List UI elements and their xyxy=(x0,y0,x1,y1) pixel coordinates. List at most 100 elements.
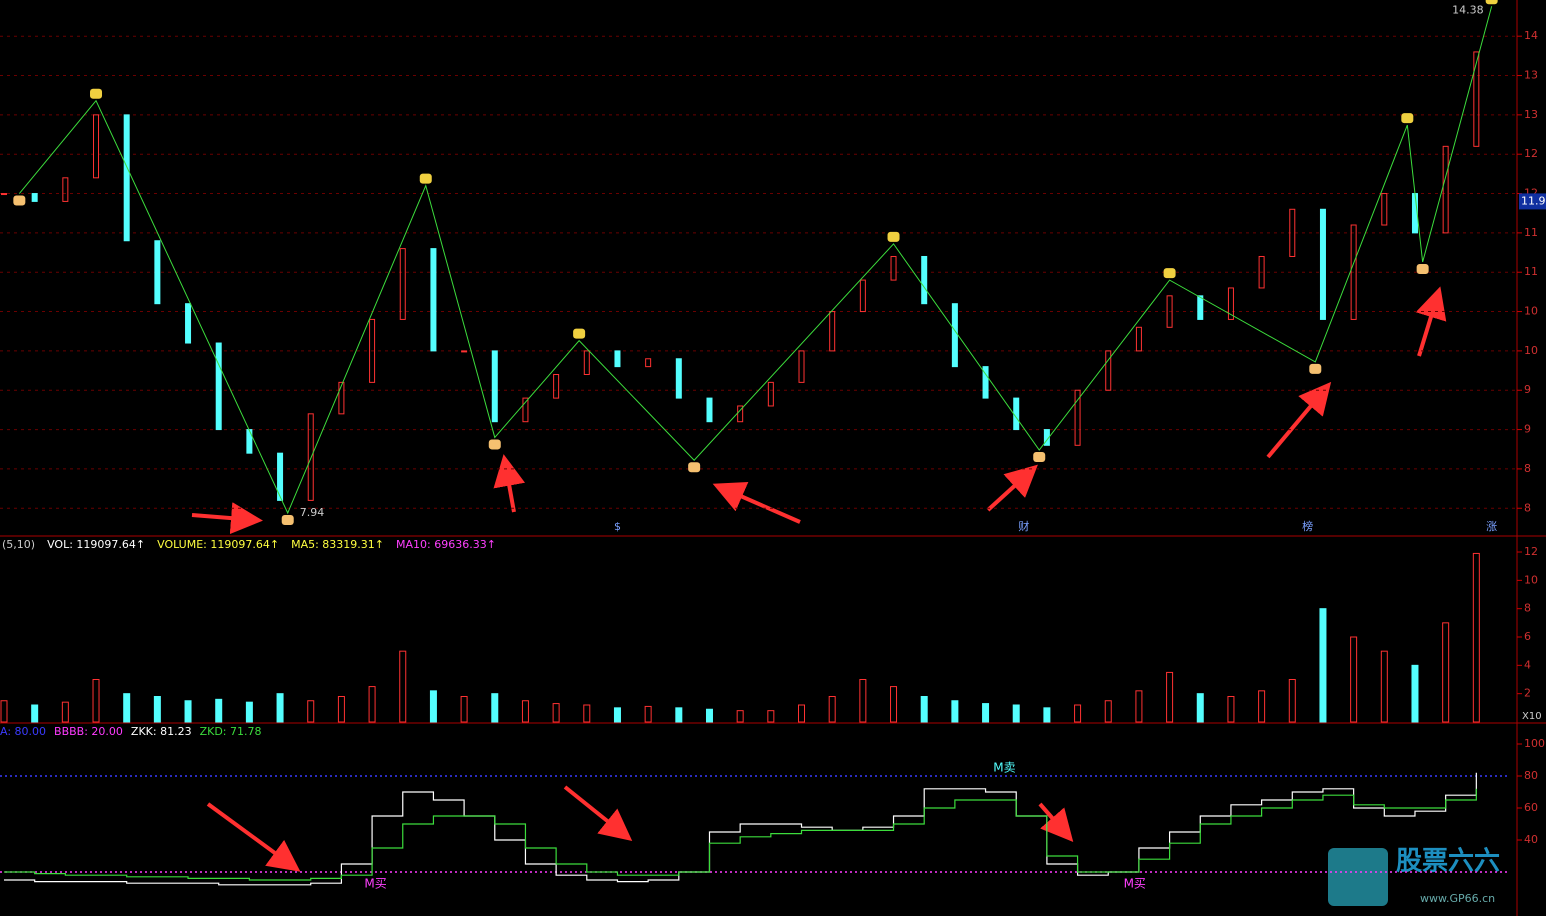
candle xyxy=(369,318,376,383)
candle xyxy=(890,255,897,281)
volume-bar xyxy=(1380,650,1388,723)
candle xyxy=(1258,255,1265,289)
volume-bar xyxy=(1166,671,1174,723)
candle xyxy=(491,350,498,423)
candle xyxy=(1227,287,1234,320)
volume-bar xyxy=(307,700,315,723)
volume-bar xyxy=(1319,608,1327,723)
candle xyxy=(123,114,130,242)
candle xyxy=(277,452,284,501)
volume-bar xyxy=(1227,696,1235,723)
legend-entry: ZKK: 81.23 xyxy=(131,725,192,738)
candle xyxy=(93,114,100,179)
candle xyxy=(829,311,836,352)
volume-bar xyxy=(1012,704,1020,723)
volume-bar xyxy=(429,690,437,723)
y-tick-label: 12 xyxy=(1524,545,1538,558)
arrow xyxy=(1038,802,1074,843)
y-tick-label: 8 xyxy=(1524,501,1531,514)
zigzag-marker xyxy=(488,439,501,450)
volume-bar xyxy=(1442,622,1450,723)
y-tick-label: 9 xyxy=(1524,383,1531,396)
arrow xyxy=(206,802,301,872)
volume-bar xyxy=(399,650,407,723)
unit-label: X10 xyxy=(1522,711,1542,722)
zigzag-marker xyxy=(887,231,900,242)
zigzag-marker xyxy=(1485,0,1498,5)
watermark-title: 股票六六 xyxy=(1396,847,1500,877)
y-tick-label: 10 xyxy=(1524,344,1538,357)
indicator-line xyxy=(4,788,1477,881)
y-tick-label: 60 xyxy=(1524,801,1538,814)
volume-bar xyxy=(153,696,161,723)
volume-bar xyxy=(0,700,8,723)
volume-bar xyxy=(1074,704,1082,723)
logo xyxy=(1328,848,1388,906)
candle xyxy=(461,350,468,353)
zigzag-marker xyxy=(1401,113,1414,124)
volume-bar xyxy=(92,679,100,723)
y-tick-label: 13 xyxy=(1524,69,1538,82)
volume-bar xyxy=(1288,679,1296,723)
arrow xyxy=(986,464,1038,512)
volume-bar xyxy=(859,679,867,723)
y-tick-label: 10 xyxy=(1524,573,1538,586)
candle xyxy=(215,342,222,431)
volume-bar xyxy=(798,704,806,723)
low-label: 7.94 xyxy=(300,506,325,519)
signal-label: M卖 xyxy=(993,761,1015,775)
candle xyxy=(675,358,682,399)
volume-bar xyxy=(982,703,990,723)
arrow xyxy=(1415,286,1447,357)
candle xyxy=(706,397,713,423)
volume-bar xyxy=(460,696,468,723)
arrow xyxy=(1266,381,1332,459)
candle xyxy=(522,397,529,423)
volume-bar xyxy=(675,707,683,723)
legend-entry: BBBB: 20.00 xyxy=(54,725,123,738)
zigzag-marker xyxy=(1416,263,1429,274)
volume-bar xyxy=(705,708,713,723)
candle xyxy=(1381,193,1388,226)
event-label: 榜 xyxy=(1302,519,1313,533)
volume-bar xyxy=(276,693,284,723)
zigzag-marker xyxy=(1033,452,1046,463)
candle xyxy=(31,193,38,202)
price-marker-box xyxy=(1519,193,1546,210)
signal-label: M买 xyxy=(1124,877,1146,891)
zigzag-marker xyxy=(90,88,103,99)
candle xyxy=(1135,326,1142,352)
volume-bar xyxy=(552,703,560,723)
price-marker-label: 11.9 xyxy=(1521,194,1546,207)
arrow xyxy=(563,785,633,842)
zigzag-marker xyxy=(1163,268,1176,279)
y-tick-label: 10 xyxy=(1524,305,1538,318)
volume-bar xyxy=(215,698,223,723)
high-label: 14.38 xyxy=(1452,3,1484,16)
legend-entry: MA5: 83319.31↑ xyxy=(291,538,384,551)
volume-bar xyxy=(828,696,836,723)
volume-bar xyxy=(184,700,192,723)
candle xyxy=(399,248,406,320)
volume-bar xyxy=(1043,707,1051,723)
candle xyxy=(614,350,621,368)
arrow xyxy=(191,502,263,535)
signal-label: M买 xyxy=(364,877,386,891)
arrow xyxy=(712,481,801,524)
volume-bar xyxy=(123,693,131,723)
annotation-arrows xyxy=(191,286,1447,872)
candle xyxy=(1350,224,1357,320)
candle xyxy=(1105,350,1112,391)
volume-bar xyxy=(1258,690,1266,723)
y-tick-label: 2 xyxy=(1524,687,1531,700)
volume-bar xyxy=(245,701,253,723)
candle xyxy=(1013,397,1020,431)
candle xyxy=(951,303,958,368)
candle xyxy=(430,248,437,352)
candle xyxy=(62,177,69,202)
volume-bar xyxy=(521,700,529,723)
candle xyxy=(859,279,866,313)
volume-bar xyxy=(583,704,591,723)
y-tick-label: 11 xyxy=(1524,226,1538,239)
